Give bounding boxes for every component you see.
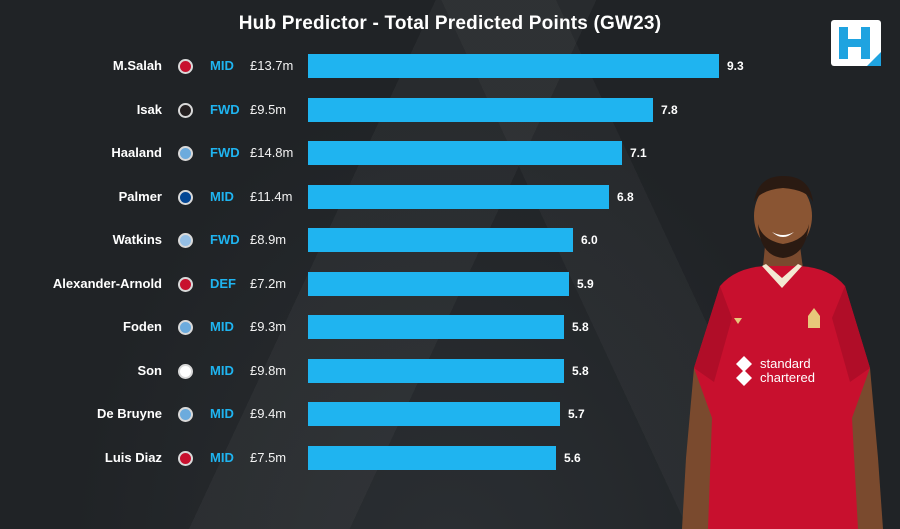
bar	[308, 185, 609, 209]
chart-row: M.Salah MID £13.7m 9.3	[0, 54, 900, 80]
player-name-label: Luis Diaz	[104, 450, 162, 465]
player-name-label: Alexander-Arnold	[52, 276, 162, 291]
chelsea-crest-icon	[178, 190, 193, 205]
bar	[308, 228, 573, 252]
position-label: MID	[210, 406, 234, 421]
value-label: 9.3	[727, 59, 744, 73]
position-label: MID	[210, 189, 234, 204]
value-label: 6.0	[581, 233, 598, 247]
player-name-label: Son	[137, 363, 162, 378]
bar	[308, 141, 622, 165]
chart-row: Alexander-Arnold DEF £7.2m 5.9	[0, 272, 900, 298]
sponsor-line-2: chartered	[760, 370, 815, 385]
position-label: MID	[210, 58, 234, 73]
hub-logo	[831, 20, 881, 66]
player-name-label: Foden	[123, 319, 162, 334]
aston-villa-crest-icon	[178, 233, 193, 248]
price-label: £9.5m	[250, 102, 287, 117]
liverpool-crest-icon	[178, 451, 193, 466]
value-label: 5.8	[572, 320, 589, 334]
price-label: £13.7m	[250, 58, 294, 73]
position-label: MID	[210, 363, 234, 378]
price-label: £8.9m	[250, 232, 287, 247]
chart-row: Palmer MID £11.4m 6.8	[0, 185, 900, 211]
price-label: £14.8m	[250, 145, 294, 160]
price-label: £9.4m	[250, 406, 287, 421]
value-label: 5.9	[577, 277, 594, 291]
price-label: £7.5m	[250, 450, 287, 465]
man-city-crest-icon	[178, 320, 193, 335]
value-label: 5.7	[568, 407, 585, 421]
position-label: MID	[210, 450, 234, 465]
price-label: £9.8m	[250, 363, 287, 378]
position-label: FWD	[210, 145, 240, 160]
value-label: 6.8	[617, 190, 634, 204]
bar	[308, 98, 653, 122]
position-label: FWD	[210, 102, 240, 117]
man-city-crest-icon	[178, 146, 193, 161]
player-name-label: Isak	[136, 102, 162, 117]
value-label: 7.1	[630, 146, 647, 160]
bar	[308, 315, 564, 339]
chart-row: Watkins FWD £8.9m 6.0	[0, 228, 900, 254]
position-label: DEF	[210, 276, 236, 291]
bar	[308, 402, 560, 426]
price-label: £11.4m	[250, 189, 293, 204]
man-city-crest-icon	[178, 407, 193, 422]
value-label: 5.6	[564, 451, 581, 465]
player-name-label: Haaland	[111, 145, 162, 160]
value-label: 5.8	[572, 364, 589, 378]
chart-row: Luis Diaz MID £7.5m 5.6	[0, 446, 900, 472]
player-name-label: De Bruyne	[96, 406, 162, 421]
tottenham-crest-icon	[178, 364, 193, 379]
chart-row: Isak FWD £9.5m 7.8	[0, 98, 900, 124]
liverpool-crest-icon	[178, 277, 193, 292]
price-label: £7.2m	[250, 276, 287, 291]
value-label: 7.8	[661, 103, 678, 117]
chart-title: Hub Predictor - Total Predicted Points (…	[238, 13, 662, 34]
chart-row: Foden MID £9.3m 5.8	[0, 315, 900, 341]
bar	[308, 272, 569, 296]
player-name-label: M.Salah	[112, 58, 162, 73]
newcastle-crest-icon	[178, 103, 193, 118]
price-label: £9.3m	[250, 319, 287, 334]
bar	[308, 54, 719, 78]
player-photo: standard chartered	[682, 176, 883, 529]
sponsor-line-1: standard	[760, 356, 811, 371]
chart-row: Son MID £9.8m 5.8	[0, 359, 900, 385]
bar	[308, 359, 564, 383]
position-label: MID	[210, 319, 234, 334]
chart-row: Haaland FWD £14.8m 7.1	[0, 141, 900, 167]
liverpool-crest-icon	[178, 59, 193, 74]
chart-row: De Bruyne MID £9.4m 5.7	[0, 402, 900, 428]
bar	[308, 446, 556, 470]
position-label: FWD	[210, 232, 240, 247]
player-name-label: Palmer	[118, 189, 162, 204]
player-name-label: Watkins	[112, 232, 162, 247]
